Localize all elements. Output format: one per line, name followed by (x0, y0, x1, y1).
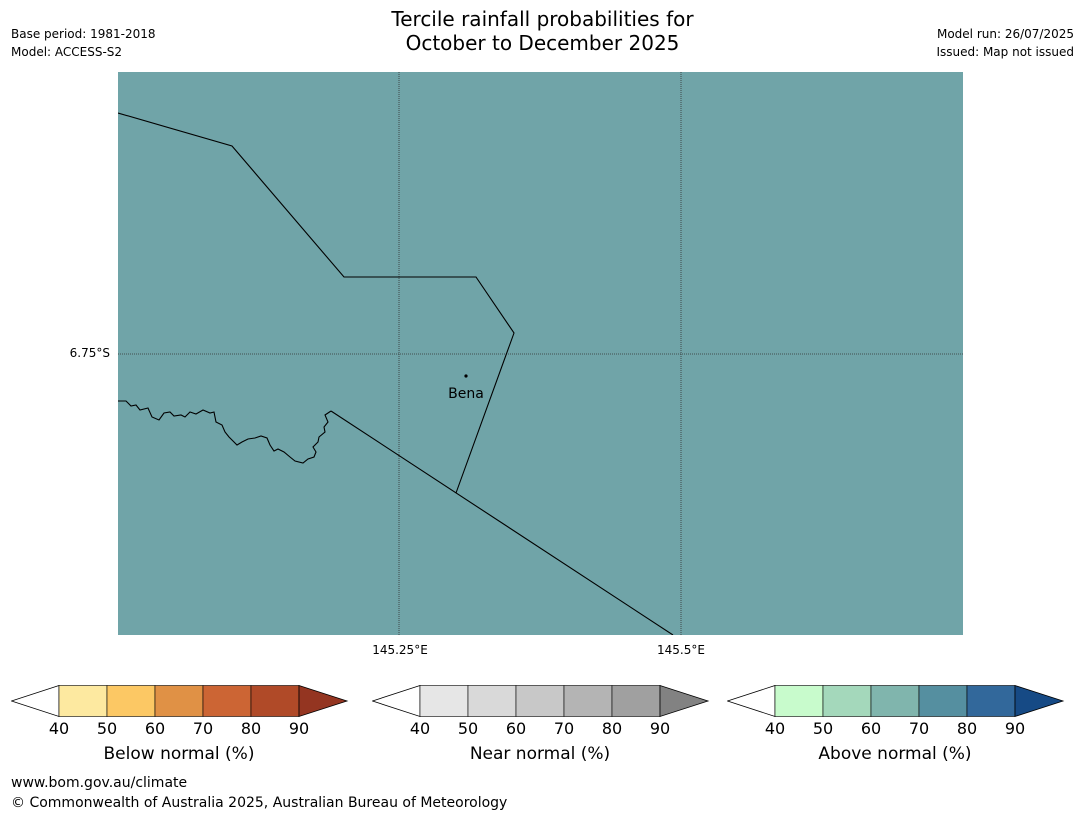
colorbar-2-tick-40: 40 (409, 719, 431, 738)
colorbar-3-segment-1 (774, 685, 824, 717)
issued-text: Issued: Map not issued (936, 45, 1074, 59)
colorbar-3-tick-40: 40 (764, 719, 786, 738)
colorbar-2-low-extend (371, 684, 421, 718)
base-period-text: Base period: 1981-2018 (11, 27, 156, 41)
colorbar-3-segment-2 (822, 685, 872, 717)
footer-url[interactable]: www.bom.gov.au/climate (11, 775, 188, 791)
colorbar-1 (10, 684, 349, 722)
colorbar-3-tick-80: 80 (956, 719, 978, 738)
meta-left: Base period: 1981-2018 Model: ACCESS-S2 (11, 25, 156, 61)
colorbar-3-graphic (726, 684, 1065, 718)
model-run-text: Model run: 26/07/2025 (936, 27, 1074, 41)
colorbar-1-tick-60: 60 (144, 719, 166, 738)
colorbar-1-label: Below normal (%) (103, 744, 255, 764)
meta-right: Model run: 26/07/2025 Issued: Map not is… (936, 25, 1074, 61)
colorbar-3 (726, 684, 1065, 722)
province-boundary (118, 112, 515, 494)
title-line-2: October to December 2025 (405, 31, 680, 55)
colorbar-3-tick-90: 90 (1004, 719, 1026, 738)
colorbar-1-low-extend (10, 684, 60, 718)
colorbar-1-segment-3 (154, 685, 204, 717)
colorbar-3-tick-50: 50 (812, 719, 834, 738)
map-title: Tercile rainfall probabilities for Octob… (0, 7, 1085, 55)
colorbar-1-tick-90: 90 (288, 719, 310, 738)
colorbar-1-tick-40: 40 (48, 719, 70, 738)
coastline (118, 400, 332, 464)
colorbar-2-segment-3 (515, 685, 565, 717)
colorbar-2-tick-90: 90 (649, 719, 671, 738)
colorbar-2-tick-70: 70 (553, 719, 575, 738)
model-text: Model: ACCESS-S2 (11, 45, 123, 59)
colorbar-3-tick-70: 70 (908, 719, 930, 738)
colorbar-1-tick-50: 50 (96, 719, 118, 738)
map-overlay (118, 72, 963, 635)
province-boundary-south (330, 410, 674, 635)
colorbar-2-segment-4 (563, 685, 613, 717)
colorbar-2-tick-60: 60 (505, 719, 527, 738)
colorbar-2-segment-2 (467, 685, 517, 717)
lon-label-1: 145.25°E (372, 643, 428, 657)
colorbar-3-label: Above normal (%) (818, 744, 972, 764)
colorbar-3-low-extend (726, 684, 776, 718)
colorbar-3-segment-5 (966, 685, 1016, 717)
footer-copyright: © Commonwealth of Australia 2025, Austra… (11, 795, 508, 811)
colorbar-2-tick-50: 50 (457, 719, 479, 738)
title-line-1: Tercile rainfall probabilities for (391, 7, 694, 31)
bena-marker (464, 374, 468, 378)
colorbar-1-segment-5 (250, 685, 300, 717)
colorbar-3-tick-60: 60 (860, 719, 882, 738)
colorbar-1-segment-2 (106, 685, 156, 717)
colorbar-3-segment-3 (870, 685, 920, 717)
colorbar-2 (371, 684, 710, 722)
place-label-bena: Bena (448, 386, 484, 402)
colorbar-1-graphic (10, 684, 349, 718)
colorbar-1-tick-80: 80 (240, 719, 262, 738)
colorbar-2-graphic (371, 684, 710, 718)
lon-label-2: 145.5°E (657, 643, 705, 657)
probability-map: Bena (118, 72, 963, 635)
colorbar-2-tick-80: 80 (601, 719, 623, 738)
colorbar-1-segment-4 (202, 685, 252, 717)
colorbar-2-segment-1 (419, 685, 469, 717)
colorbar-2-label: Near normal (%) (469, 744, 611, 764)
colorbar-1-segment-1 (58, 685, 108, 717)
colorbar-3-segment-4 (918, 685, 968, 717)
colorbar-2-high-extend (659, 684, 710, 718)
colorbar-1-high-extend (298, 684, 349, 718)
colorbar-3-high-extend (1014, 684, 1065, 718)
colorbar-1-tick-70: 70 (192, 719, 214, 738)
lat-label: 6.75°S (69, 346, 110, 360)
colorbar-2-segment-5 (611, 685, 661, 717)
